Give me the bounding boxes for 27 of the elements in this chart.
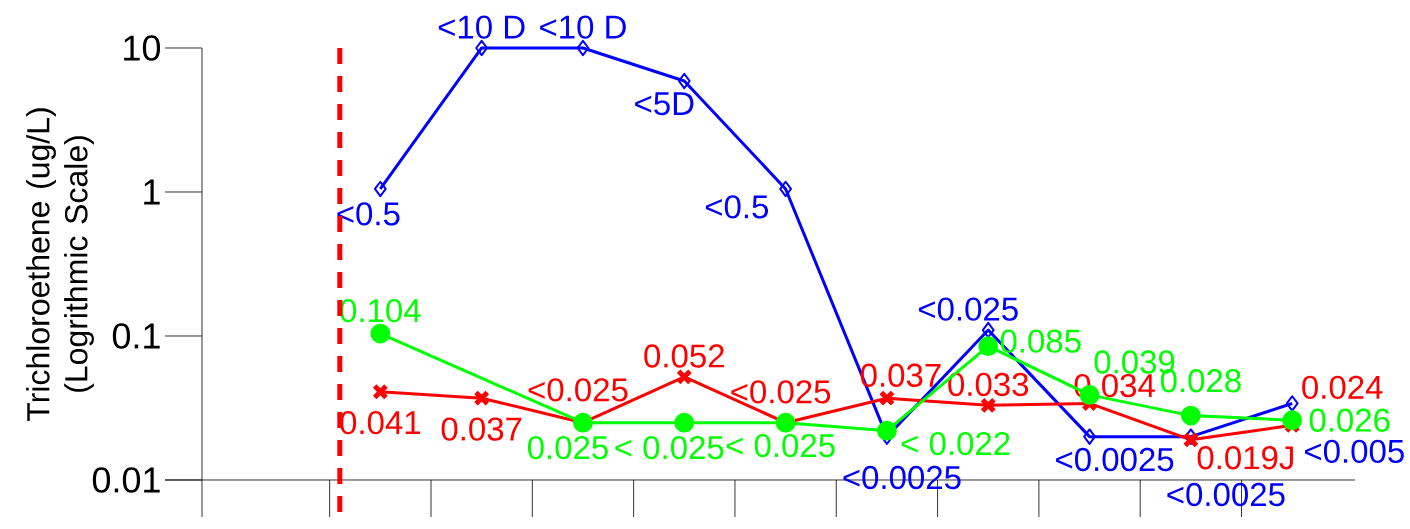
data-label: 0.026 bbox=[1309, 408, 1390, 432]
data-label: <0.025 bbox=[731, 380, 831, 404]
data-label: <10 D bbox=[540, 15, 626, 39]
data-label: <0.5 bbox=[705, 195, 769, 219]
data-label: <0.0025 bbox=[1056, 447, 1174, 472]
data-label: <0.5 bbox=[337, 202, 400, 226]
y-tick-label: 0.01 bbox=[92, 467, 160, 493]
data-label: 0.052 bbox=[644, 344, 724, 368]
data-label: 0.024 bbox=[1302, 375, 1383, 400]
y-tick-label: 0.1 bbox=[112, 323, 160, 349]
data-label: 0.037 bbox=[441, 417, 522, 441]
data-label: 0.025 bbox=[527, 435, 608, 460]
data-label: 0.019J bbox=[1197, 446, 1293, 470]
data-label: <0.0025 bbox=[843, 465, 961, 490]
data-label: <0.005 bbox=[1305, 439, 1404, 464]
data-label: <0.025 bbox=[918, 297, 1018, 321]
y-tick-label: 1 bbox=[144, 179, 160, 205]
data-label: <10 D bbox=[438, 15, 525, 39]
y-tick-label: 10 bbox=[124, 35, 161, 61]
data-label: 0.033 bbox=[948, 372, 1029, 397]
data-label: < 0.025 bbox=[615, 435, 724, 460]
data-label: < 0.022 bbox=[901, 431, 1010, 456]
data-label: <5D bbox=[635, 92, 694, 116]
data-label: 0.085 bbox=[1000, 329, 1081, 353]
y-axis-title: Trichloroethene (ug/L) (Logrithmic Scale) bbox=[26, 108, 94, 421]
data-label: < 0.025 bbox=[726, 433, 835, 458]
data-label: <0.025 bbox=[528, 378, 628, 402]
